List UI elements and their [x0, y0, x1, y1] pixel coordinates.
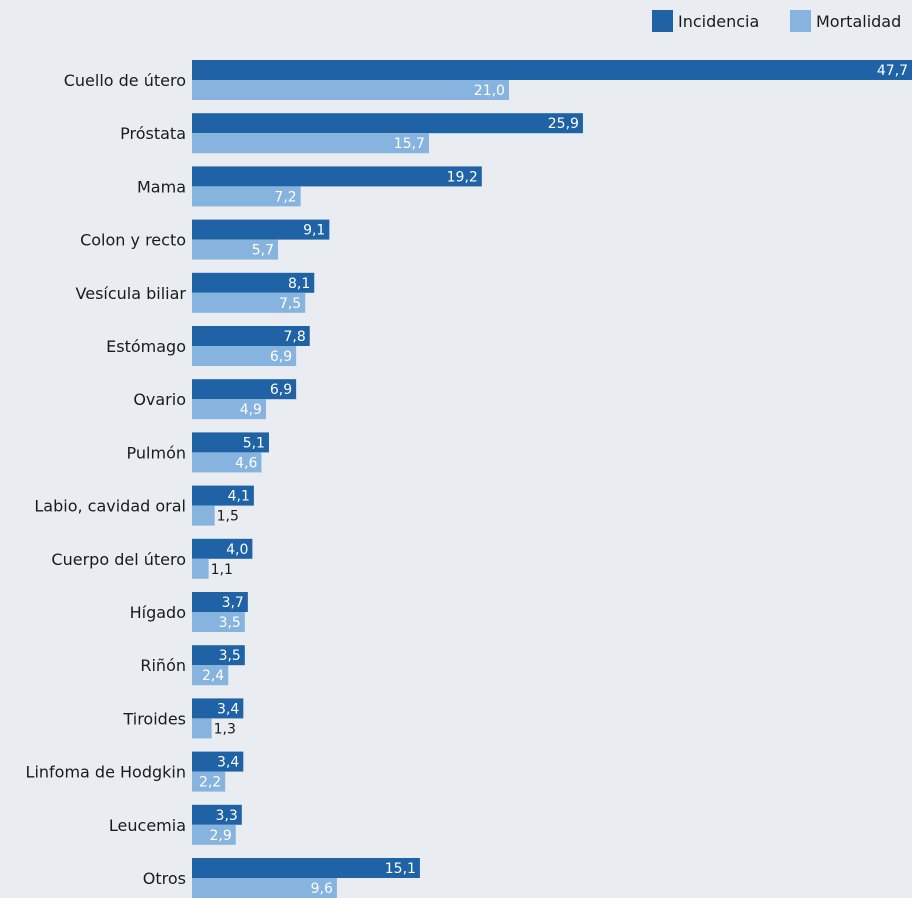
bar-mortalidad-labio-cavidad-oral	[192, 505, 215, 526]
category-label-pulmon: Pulmón	[127, 443, 186, 462]
bars	[192, 60, 912, 898]
bar-mortalidad-linfoma-de-hodgkin	[192, 771, 226, 792]
value-label-incidencia-otros: 15,1	[385, 861, 416, 877]
value-label-mortalidad-cuerpo-del-utero: 1,1	[211, 562, 233, 578]
value-label-mortalidad-colon-y-recto: 5,7	[252, 243, 274, 259]
bar-mortalidad-estomago	[192, 346, 297, 366]
legend: Incidencia Mortalidad	[652, 10, 901, 32]
category-label-mama: Mama	[137, 177, 186, 196]
bar-mortalidad-mama	[192, 186, 301, 207]
bar-incidencia-colon-y-recto	[192, 219, 330, 240]
bar-mortalidad-colon-y-recto	[192, 239, 279, 260]
category-label-ovario: Ovario	[133, 390, 186, 409]
bar-incidencia-cuerpo-del-utero	[192, 538, 253, 559]
value-label-incidencia-leucemia: 3,3	[216, 808, 238, 824]
value-label-incidencia-cuello-de-utero: 47,7	[877, 63, 908, 79]
bar-incidencia-linfoma-de-hodgkin	[192, 751, 244, 772]
bar-incidencia-estomago	[192, 326, 310, 346]
category-label-tiroides: Tiroides	[122, 709, 186, 728]
category-label-rinon: Riñón	[140, 656, 186, 675]
category-label-colon-y-recto: Colon y recto	[80, 231, 186, 250]
legend-swatch-mortalidad	[790, 10, 811, 32]
bar-mortalidad-rinon	[192, 665, 229, 686]
bar-mortalidad-otros	[192, 878, 337, 898]
value-label-mortalidad-pulmon: 4,6	[235, 455, 257, 471]
value-label-incidencia-estomago: 7,8	[283, 329, 305, 345]
bar-incidencia-higado	[192, 592, 248, 612]
bar-mortalidad-pulmon	[192, 452, 262, 473]
value-label-mortalidad-linfoma-de-hodgkin: 2,2	[199, 775, 221, 791]
value-label-incidencia-cuerpo-del-utero: 4,0	[226, 542, 248, 558]
bar-incidencia-vesicula-biliar	[192, 272, 315, 293]
bar-incidencia-prostata	[192, 113, 583, 134]
bar-incidencia-tiroides	[192, 698, 244, 719]
value-labels: 47,7 21,0 25,9 15,7 19,2 7,2 9,1 5,7 8,1 7,5 7,8 6,…	[199, 63, 908, 897]
value-label-mortalidad-higado: 3,5	[219, 615, 241, 631]
bar-incidencia-cuello-de-utero	[192, 60, 912, 80]
category-label-higado: Hígado	[130, 603, 186, 622]
category-label-prostata: Próstata	[120, 124, 186, 143]
value-label-mortalidad-labio-cavidad-oral: 1,5	[217, 509, 239, 525]
bar-mortalidad-leucemia	[192, 824, 236, 845]
bar-incidencia-mama	[192, 166, 482, 187]
value-label-incidencia-linfoma-de-hodgkin: 3,4	[217, 755, 239, 771]
value-label-mortalidad-vesicula-biliar: 7,5	[279, 296, 301, 312]
legend-label-mortalidad: Mortalidad	[816, 12, 901, 31]
category-label-estomago: Estómago	[106, 337, 186, 356]
value-label-incidencia-mama: 19,2	[447, 169, 478, 185]
bar-mortalidad-prostata	[192, 133, 429, 154]
value-label-incidencia-prostata: 25,9	[548, 116, 579, 132]
category-label-cuerpo-del-utero: Cuerpo del útero	[51, 550, 186, 569]
value-label-mortalidad-cuello-de-utero: 21,0	[474, 83, 505, 99]
value-label-mortalidad-tiroides: 1,3	[214, 721, 236, 737]
value-label-incidencia-vesicula-biliar: 8,1	[288, 276, 310, 292]
bar-incidencia-ovario	[192, 379, 297, 400]
value-label-incidencia-ovario: 6,9	[270, 382, 292, 398]
value-label-mortalidad-rinon: 2,4	[202, 668, 224, 684]
value-label-incidencia-pulmon: 5,1	[243, 435, 265, 451]
bar-mortalidad-vesicula-biliar	[192, 292, 306, 313]
value-label-mortalidad-prostata: 15,7	[394, 136, 425, 152]
value-label-mortalidad-mama: 7,2	[274, 189, 296, 205]
category-label-otros: Otros	[143, 869, 186, 888]
category-labels: Cuello de útero Próstata Mama Colon y recto…	[26, 71, 187, 888]
category-label-cuello-de-utero: Cuello de útero	[64, 71, 186, 90]
value-label-mortalidad-ovario: 4,9	[240, 402, 262, 418]
bar-incidencia-pulmon	[192, 432, 269, 453]
category-label-leucemia: Leucemia	[109, 816, 186, 835]
bar-mortalidad-cuerpo-del-utero	[192, 558, 209, 579]
value-label-incidencia-tiroides: 3,4	[217, 701, 239, 717]
value-label-mortalidad-otros: 9,6	[311, 881, 333, 897]
value-label-mortalidad-estomago: 6,9	[270, 349, 292, 365]
bar-incidencia-otros	[192, 858, 420, 878]
value-label-mortalidad-leucemia: 2,9	[210, 828, 232, 844]
bar-incidencia-leucemia	[192, 804, 242, 825]
value-label-incidencia-labio-cavidad-oral: 4,1	[228, 489, 250, 505]
value-label-incidencia-rinon: 3,5	[219, 648, 241, 664]
legend-swatch-incidencia	[652, 10, 673, 32]
category-label-linfoma-de-hodgkin: Linfoma de Hodgkin	[26, 763, 186, 782]
bar-incidencia-labio-cavidad-oral	[192, 485, 254, 506]
bar-mortalidad-cuello-de-utero	[192, 80, 509, 100]
value-label-incidencia-colon-y-recto: 9,1	[303, 223, 325, 239]
bar-mortalidad-ovario	[192, 399, 266, 420]
legend-label-incidencia: Incidencia	[678, 12, 759, 31]
category-label-vesicula-biliar: Vesícula biliar	[76, 284, 187, 303]
bar-incidencia-rinon	[192, 645, 245, 666]
bar-mortalidad-higado	[192, 612, 245, 632]
value-label-incidencia-higado: 3,7	[222, 595, 244, 611]
bar-mortalidad-tiroides	[192, 718, 212, 739]
category-label-labio-cavidad-oral: Labio, cavidad oral	[34, 497, 186, 516]
